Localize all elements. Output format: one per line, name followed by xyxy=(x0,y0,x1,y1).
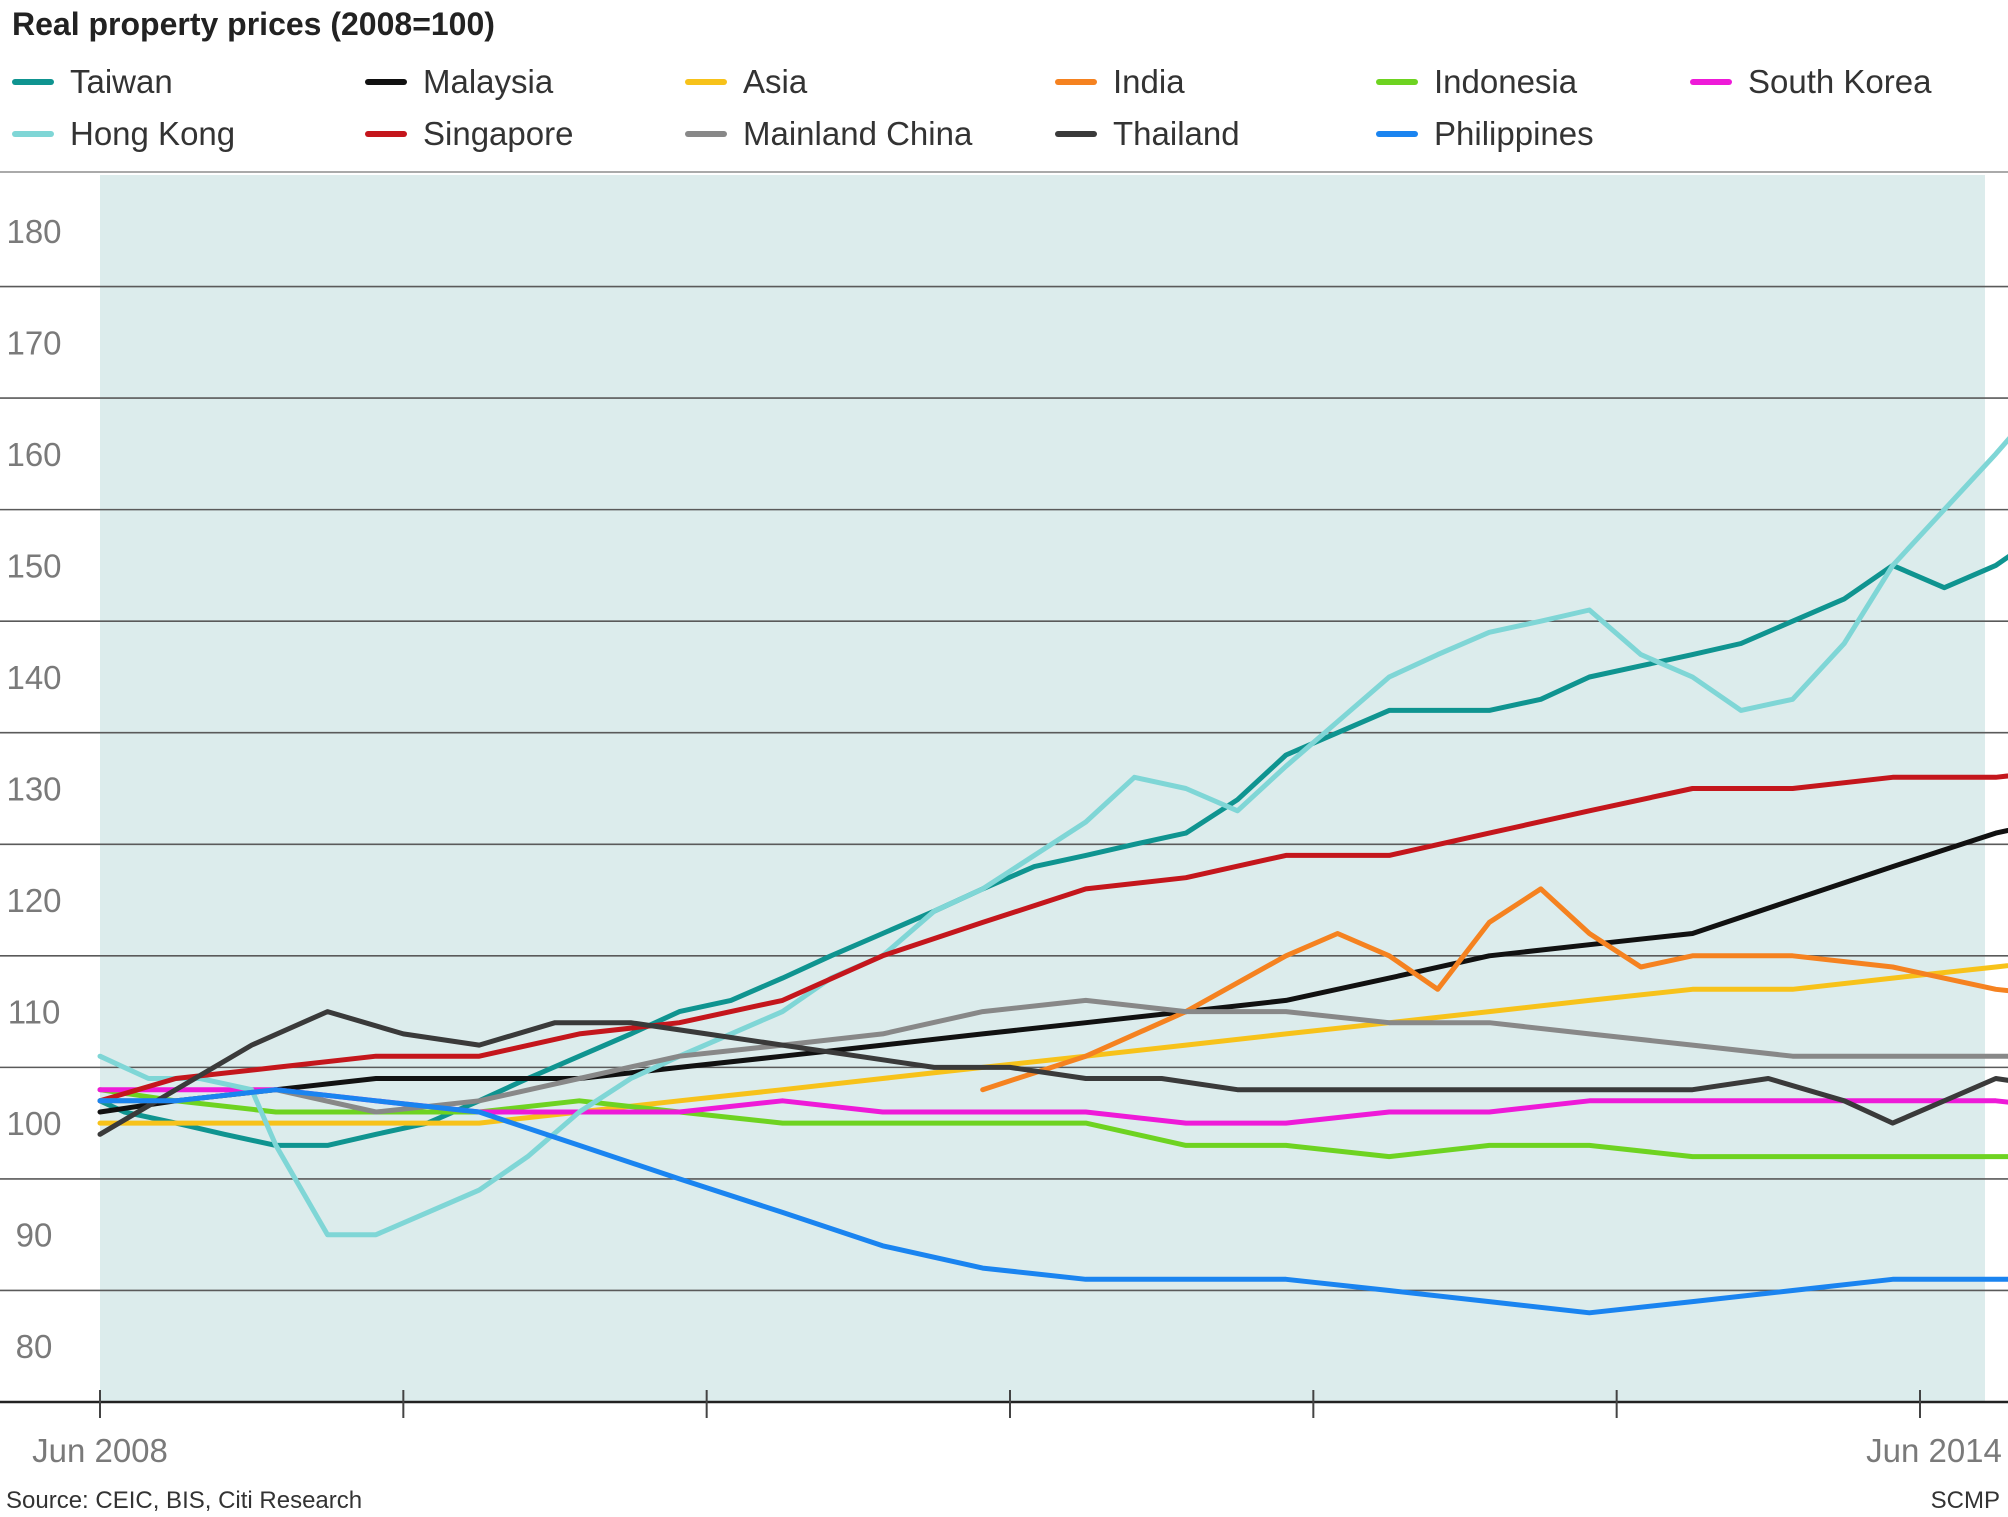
legend-item-asia: Asia xyxy=(685,62,807,102)
legend-swatch xyxy=(12,131,54,137)
series-line-philippines xyxy=(97,1087,2008,1316)
y-tick-label: 140 xyxy=(6,659,61,696)
legend-item-mainland-china: Mainland China xyxy=(685,114,972,154)
legend-label: Malaysia xyxy=(423,63,554,100)
series-line-south-korea xyxy=(97,1087,2008,1126)
legend-label: Taiwan xyxy=(70,63,173,100)
legend-label: Thailand xyxy=(1113,115,1240,152)
legend-label: Singapore xyxy=(423,115,574,152)
legend-swatch xyxy=(1376,79,1418,85)
legend-item-malaysia: Malaysia xyxy=(365,62,553,102)
series-line-indonesia xyxy=(97,1087,2008,1160)
series-line-singapore xyxy=(97,773,2008,1104)
legend-label: South Korea xyxy=(1748,63,1932,100)
legend-item-hong-kong: Hong Kong xyxy=(12,114,235,154)
legend-item-philippines: Philippines xyxy=(1376,114,1594,154)
series-line-india xyxy=(980,886,2008,1093)
legend-item-singapore: Singapore xyxy=(365,114,573,154)
legend-item-indonesia: Indonesia xyxy=(1376,62,1577,102)
y-tick-label: 150 xyxy=(6,547,61,584)
legend-item-south-korea: South Korea xyxy=(1690,62,1931,102)
legend-label: Asia xyxy=(743,63,808,100)
legend-swatch xyxy=(1055,79,1097,85)
legend-swatch xyxy=(365,79,407,85)
legend-label: Hong Kong xyxy=(70,115,236,152)
chart-title: Real property prices (2008=100) xyxy=(12,6,495,42)
legend-item-thailand: Thailand xyxy=(1055,114,1240,154)
legend-swatch xyxy=(365,131,407,137)
x-tick-label: Jun 2014 xyxy=(1866,1432,2002,1469)
legend-label: India xyxy=(1113,63,1185,100)
legend-item-taiwan: Taiwan xyxy=(12,62,173,102)
series-line-malaysia xyxy=(97,827,2008,1115)
x-tick-label: Jun 2008 xyxy=(32,1432,168,1469)
source-note: Source: CEIC, BIS, Citi Research xyxy=(6,1487,363,1514)
legend-item-india: India xyxy=(1055,62,1185,102)
legend-swatch xyxy=(1055,131,1097,137)
series-line-hong-kong xyxy=(97,436,2008,1238)
top-rule xyxy=(0,171,2008,173)
y-tick-label: 100 xyxy=(6,1105,61,1142)
y-tick-label: 120 xyxy=(6,882,61,919)
y-tick-label: 130 xyxy=(6,771,61,808)
legend-label: Indonesia xyxy=(1434,63,1578,100)
y-tick-label: 180 xyxy=(6,213,61,250)
legend-swatch xyxy=(685,79,727,85)
legend-label: Mainland China xyxy=(743,115,973,152)
y-tick-label: 160 xyxy=(6,436,61,473)
plot-area xyxy=(100,175,1985,1402)
legend-swatch xyxy=(685,131,727,137)
y-tick-label: 170 xyxy=(6,324,61,361)
legend-label: Philippines xyxy=(1434,115,1594,152)
series-line-mainland-china xyxy=(97,997,2008,1115)
y-tick-label: 110 xyxy=(8,994,61,1031)
credit-note: SCMP xyxy=(1930,1487,2000,1514)
legend-swatch xyxy=(1690,79,1732,85)
series-line-asia xyxy=(97,963,2008,1126)
legend-swatch xyxy=(12,79,54,85)
series-line-thailand xyxy=(97,1009,2008,1137)
y-tick-label: 90 xyxy=(16,1217,53,1254)
legend: Taiwan Malaysia Asia India Indonesia Sou… xyxy=(0,62,2008,167)
legend-swatch xyxy=(1376,131,1418,137)
y-tick-label: 80 xyxy=(16,1328,53,1365)
